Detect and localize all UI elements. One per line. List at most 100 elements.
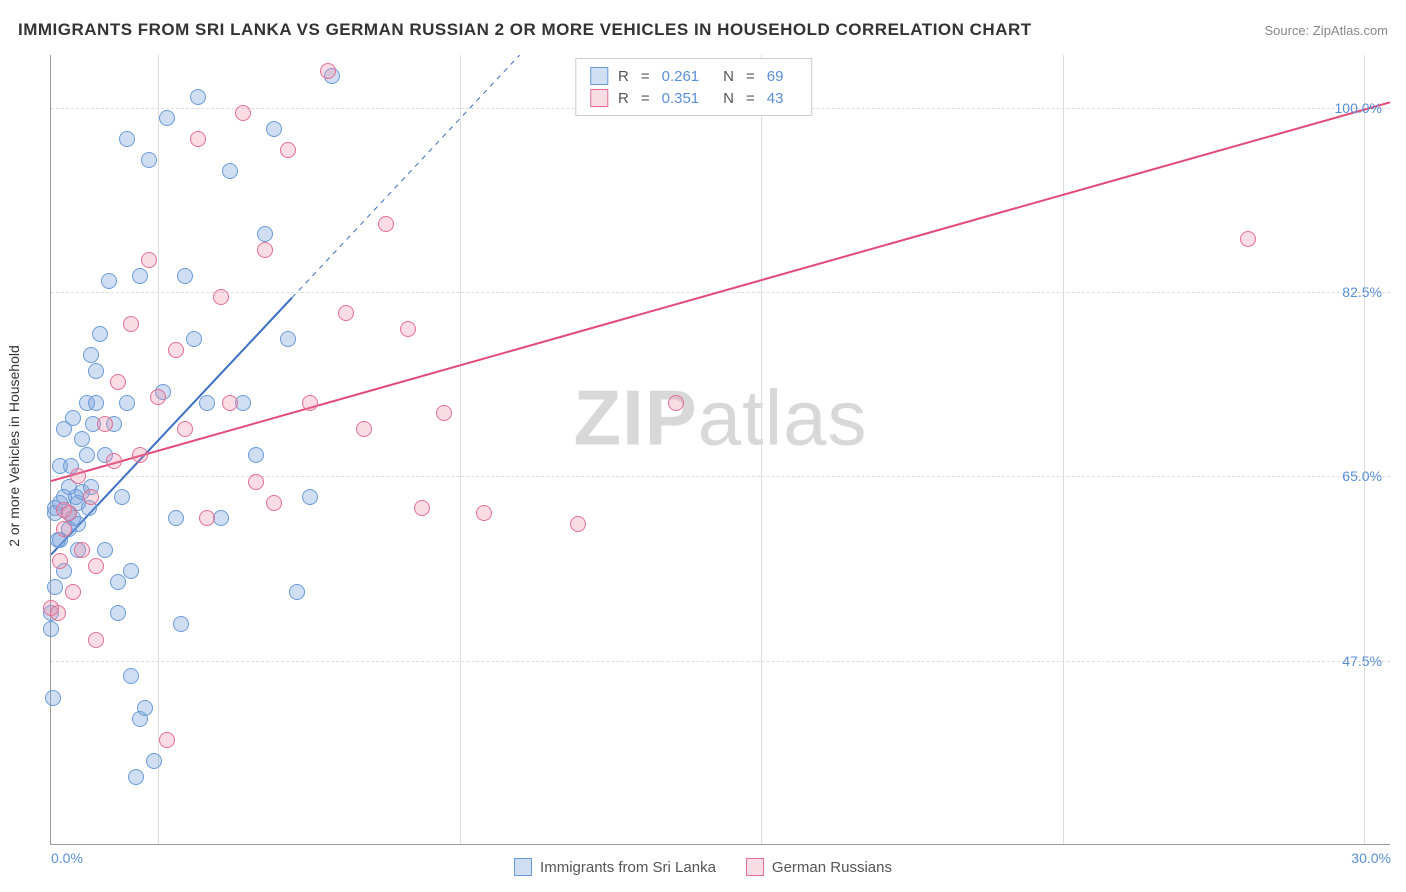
stats-row-series1: R = 0.261 N = 69 [590,65,797,87]
n-label: N [723,90,734,107]
title-bar: IMMIGRANTS FROM SRI LANKA VS GERMAN RUSS… [18,20,1388,40]
data-point [302,395,318,411]
data-point [97,542,113,558]
data-point [74,431,90,447]
data-point [119,131,135,147]
data-point [338,305,354,321]
data-point [43,621,59,637]
data-point [168,510,184,526]
data-point [101,273,117,289]
data-point [110,374,126,390]
data-point [128,769,144,785]
data-point [280,331,296,347]
data-point [83,489,99,505]
x-tick-label: 30.0% [1351,850,1391,866]
legend-label-series2: German Russians [772,859,892,876]
swatch-series2 [746,858,764,876]
data-point [177,421,193,437]
data-point [132,268,148,284]
data-point [45,690,61,706]
data-point [302,489,318,505]
data-point [88,558,104,574]
data-point [356,421,372,437]
data-point [400,321,416,337]
data-point [88,395,104,411]
source-attribution: Source: ZipAtlas.com [1264,23,1388,38]
data-point [88,632,104,648]
data-point [280,142,296,158]
data-point [92,326,108,342]
data-point [70,468,86,484]
data-point [177,268,193,284]
eq-sign: = [641,68,650,85]
data-point [222,395,238,411]
data-point [199,510,215,526]
r-value-series2: 0.351 [662,90,700,107]
data-point [123,316,139,332]
data-point [56,421,72,437]
data-point [123,563,139,579]
data-point [123,668,139,684]
data-point [266,121,282,137]
n-value-series1: 69 [767,68,784,85]
data-point [83,347,99,363]
data-point [190,89,206,105]
data-point [114,489,130,505]
data-point [141,252,157,268]
swatch-series1 [590,67,608,85]
data-point [97,416,113,432]
data-point [378,216,394,232]
data-point [137,700,153,716]
data-point [436,405,452,421]
data-point [248,474,264,490]
chart-title: IMMIGRANTS FROM SRI LANKA VS GERMAN RUSS… [18,20,1032,40]
data-point [257,242,273,258]
swatch-series1 [514,858,532,876]
data-point [186,331,202,347]
data-point [61,505,77,521]
data-point [110,574,126,590]
data-point [570,516,586,532]
x-tick-label: 0.0% [51,850,83,866]
r-label: R [618,68,629,85]
data-point [257,226,273,242]
eq-sign: = [746,68,755,85]
legend-label-series1: Immigrants from Sri Lanka [540,859,716,876]
data-point [248,447,264,463]
data-point [222,163,238,179]
data-point [1240,231,1256,247]
data-point [289,584,305,600]
data-point [106,453,122,469]
data-point [132,447,148,463]
legend-item-series2: German Russians [746,858,892,876]
data-point [199,395,215,411]
bottom-legend: Immigrants from Sri Lanka German Russian… [506,856,900,878]
eq-sign: = [641,90,650,107]
data-point [320,63,336,79]
data-point [79,447,95,463]
data-point [414,500,430,516]
legend-item-series1: Immigrants from Sri Lanka [514,858,716,876]
r-value-series1: 0.261 [662,68,700,85]
data-point [150,389,166,405]
data-point [168,342,184,358]
n-label: N [723,68,734,85]
data-point [74,542,90,558]
data-point [159,110,175,126]
watermark: ZIPatlas [573,372,867,463]
data-point [235,105,251,121]
y-tick-label: 65.0% [1342,468,1382,484]
plot-area: ZIPatlas R = 0.261 N = 69 R = 0.351 N = … [50,55,1390,845]
eq-sign: = [746,90,755,107]
data-point [88,363,104,379]
data-point [213,289,229,305]
data-point [266,495,282,511]
r-label: R [618,90,629,107]
data-point [159,732,175,748]
watermark-light: atlas [698,373,868,461]
swatch-series2 [590,89,608,107]
data-point [65,584,81,600]
y-axis-label: 2 or more Vehicles in Household [6,345,22,547]
data-point [141,152,157,168]
data-point [668,395,684,411]
